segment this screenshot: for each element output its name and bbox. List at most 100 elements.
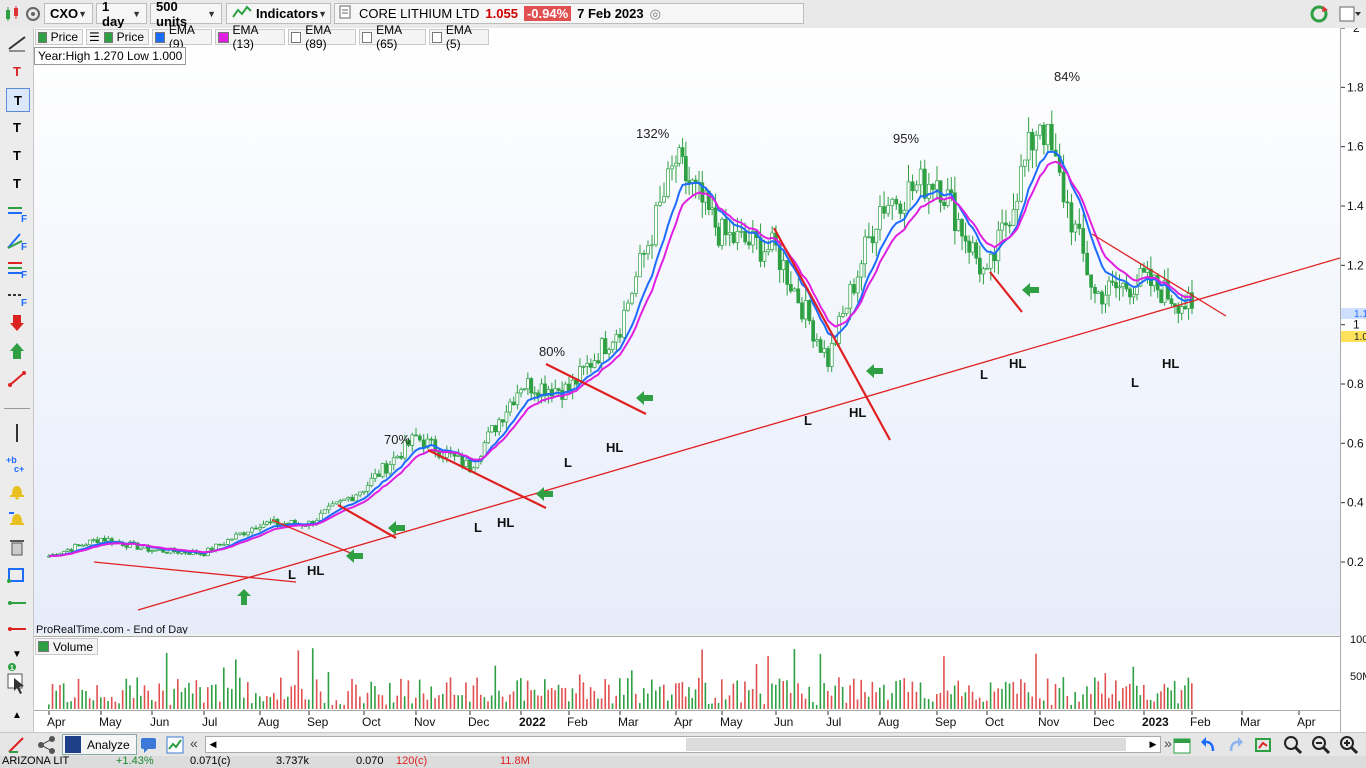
price-axis-label: 2	[1353, 28, 1360, 35]
horizontal-scrollbar[interactable]: ◀ ▶	[205, 736, 1161, 753]
chat-icon[interactable]	[140, 736, 158, 754]
volume-bar	[129, 685, 131, 709]
expand-toolbar-icon[interactable]: ▲	[12, 709, 22, 721]
undo-icon[interactable]	[1198, 735, 1218, 755]
scroll-right-icon[interactable]: ▶	[1149, 739, 1157, 749]
scroll-left-fast-icon[interactable]: «	[190, 735, 198, 751]
alert-list-icon[interactable]	[6, 508, 28, 530]
swing-label: HL	[606, 440, 623, 455]
volume-panel-icon[interactable]: 1	[6, 660, 28, 682]
volume-bar	[740, 702, 742, 709]
fibonacci-time-icon[interactable]: F	[6, 286, 28, 308]
interval-select[interactable]: 1 day ▼	[96, 0, 147, 29]
candle-chart-icon[interactable]	[3, 5, 21, 23]
legend-item-ema89[interactable]: EMA (89)	[288, 23, 356, 51]
text-tool-icon[interactable]: T	[13, 175, 21, 191]
candle-body	[1046, 123, 1050, 146]
cursor-tool-icon[interactable]: +b c+	[6, 452, 28, 474]
legend-item-price[interactable]: ☰ Price	[86, 29, 149, 45]
horizontal-line-icon[interactable]	[6, 592, 28, 614]
arrow-down-icon[interactable]	[6, 312, 28, 334]
text-tool-icon[interactable]: T	[13, 147, 21, 163]
fibonacci-icon[interactable]: F	[6, 202, 28, 224]
zoom-box-icon[interactable]	[6, 564, 28, 586]
candle-body	[674, 162, 678, 167]
watchlist-row[interactable]: ARIZONA LIT +1.43% 0.071(c) 3.737k 0.070…	[0, 756, 1366, 768]
candle-body	[894, 198, 899, 205]
units-select[interactable]: 500 units ▼	[150, 0, 222, 29]
refresh-icon[interactable]	[1308, 4, 1330, 24]
candle-body	[377, 473, 381, 477]
candle-body	[878, 206, 882, 230]
candle-body	[848, 284, 853, 309]
candle-body	[803, 300, 808, 320]
candle-body	[526, 378, 530, 390]
vertical-line-icon[interactable]	[6, 422, 28, 444]
legend-item-ema13[interactable]: EMA (13)	[215, 23, 285, 51]
volume-bar	[407, 680, 410, 709]
volume-bar	[1020, 679, 1022, 709]
line-tool-icon[interactable]	[6, 32, 28, 54]
fibonacci-levels-icon[interactable]: F	[6, 258, 28, 280]
volume-bar	[125, 678, 128, 709]
price-chart-panel[interactable]: 70% 80% 132% 95% 84% L HL L HL L HL L HL…	[34, 28, 1340, 634]
swing-label: L	[288, 567, 296, 582]
volume-bar	[589, 687, 592, 709]
candle-body	[1007, 224, 1012, 227]
pointer-icon[interactable]	[6, 668, 28, 698]
volume-bar	[681, 681, 684, 709]
collapse-toolbar-icon[interactable]: ▼	[12, 648, 22, 660]
legend-item-volume[interactable]: Volume	[35, 638, 99, 655]
legend-item-ema9[interactable]: EMA (9)	[152, 23, 212, 51]
volume-bar	[188, 682, 190, 709]
price-axis[interactable]: 2 1.8 1.6 1.4 1.2 1 0.8 0.6 0.4 0.2 1.1 1.0 100 5…	[1340, 28, 1366, 733]
zoom-fit-icon[interactable]	[1254, 735, 1276, 755]
share-icon[interactable]	[36, 735, 58, 755]
legend-label: EMA (13)	[232, 23, 258, 51]
calendar-icon[interactable]	[1172, 735, 1192, 755]
analyze-button[interactable]: Analyze	[62, 734, 137, 755]
volume-bar	[400, 678, 402, 709]
screener-icon[interactable]	[166, 736, 184, 754]
volume-bar	[1082, 694, 1084, 709]
arrow-up-icon[interactable]	[6, 340, 28, 362]
time-axis[interactable]: Apr May Jun Jul Aug Sep Oct Nov Dec 2022 Feb Mar Apr…	[34, 710, 1340, 733]
time-axis-label: Aug	[258, 715, 279, 729]
zoom-out-icon[interactable]	[1310, 735, 1332, 755]
volume-panel[interactable]: Volume	[34, 636, 1340, 711]
legend-item-ema5[interactable]: EMA (5)	[429, 23, 489, 51]
segment-tool-icon[interactable]	[6, 368, 28, 390]
scroll-right-fast-icon[interactable]: »	[1164, 735, 1172, 751]
volume-bar	[199, 687, 201, 709]
fibonacci-fan-icon[interactable]: F	[6, 230, 28, 252]
legend-item-ema65[interactable]: EMA (65)	[359, 23, 426, 51]
zoom-area-icon[interactable]	[1282, 735, 1304, 755]
trash-icon[interactable]	[6, 536, 28, 558]
text-tool-icon[interactable]: T	[13, 63, 21, 79]
draw-pen-icon[interactable]	[6, 735, 28, 755]
svg-text:F: F	[21, 242, 27, 251]
red-line-icon[interactable]	[6, 618, 28, 640]
candle-body	[603, 338, 608, 355]
layout-menu-icon[interactable]	[1338, 4, 1362, 24]
volume-bar	[1062, 677, 1065, 709]
candle-body	[867, 236, 871, 239]
left-arrow-icon	[1022, 283, 1039, 297]
candle-body	[777, 244, 782, 270]
scroll-left-icon[interactable]: ◀	[209, 739, 217, 749]
legend-item-price[interactable]: Price	[35, 29, 83, 45]
redo-icon[interactable]	[1226, 735, 1246, 755]
zoom-in-icon[interactable]	[1338, 735, 1360, 755]
indicators-button[interactable]: Indicators ▼	[226, 3, 331, 24]
alert-bell-icon[interactable]	[6, 480, 28, 502]
text-box-tool-icon[interactable]: T	[6, 88, 30, 112]
ticker-select[interactable]: CXO ▼	[44, 3, 93, 24]
price-chart-canvas[interactable]: 70% 80% 132% 95% 84% L HL L HL L HL L HL…	[34, 28, 1340, 634]
candle-body	[362, 490, 366, 493]
volume-bar	[728, 695, 731, 709]
volume-bar	[154, 701, 157, 709]
settings-icon[interactable]	[24, 4, 42, 24]
time-axis-label: May	[720, 715, 743, 729]
text-tool-icon[interactable]: T	[13, 119, 21, 135]
scrollbar-thumb[interactable]	[686, 738, 1126, 751]
